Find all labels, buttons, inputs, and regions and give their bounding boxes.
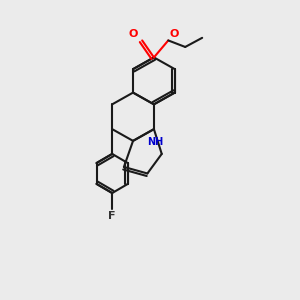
Text: F: F [108, 211, 116, 221]
Text: NH: NH [147, 137, 164, 147]
Text: O: O [129, 29, 138, 39]
Text: O: O [169, 29, 179, 39]
